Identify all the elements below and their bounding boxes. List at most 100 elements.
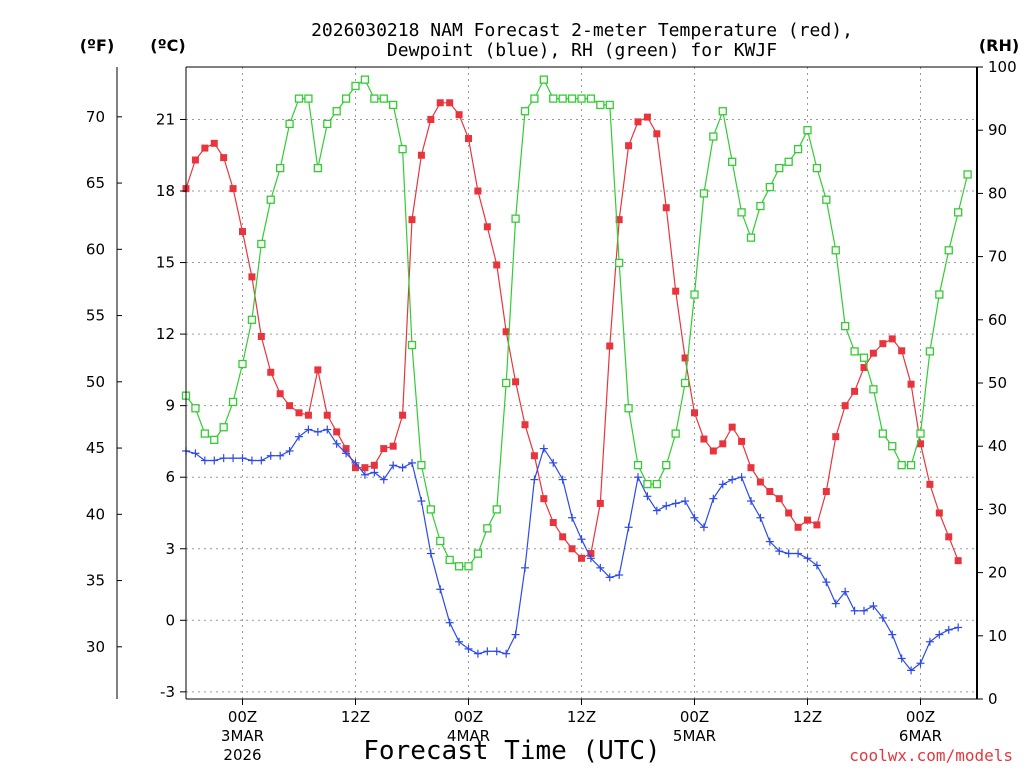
x-tick-date: 4MAR [447, 727, 490, 745]
temperature-marker [766, 488, 774, 496]
temperature-marker [841, 402, 849, 410]
rh-marker [728, 157, 737, 166]
dewpoint-marker [257, 456, 266, 465]
rh-marker [793, 145, 803, 154]
temperature-marker [229, 185, 237, 193]
dewpoint-marker [436, 585, 445, 594]
dewpoint-marker [558, 475, 567, 484]
temperature-marker [455, 111, 463, 119]
x-tick-label: 00Z [906, 708, 935, 726]
fahrenheit-tick-label: 50 [86, 373, 105, 391]
dewpoint-marker [379, 475, 388, 484]
dewpoint-marker [285, 446, 294, 455]
temperature-marker [756, 478, 764, 486]
dewpoint-marker [860, 606, 868, 615]
temperature-marker [775, 495, 783, 503]
fahrenheit-tick-label: 60 [86, 240, 105, 258]
x-tick-label: 12Z [341, 708, 370, 726]
temperature-marker [389, 442, 397, 450]
temperature-marker [549, 519, 557, 527]
rh-marker [436, 536, 445, 546]
celsius-tick-label: 6 [165, 468, 175, 486]
dewpoint-marker [822, 578, 831, 587]
dewpoint-marker [276, 451, 285, 460]
rh-marker [746, 233, 756, 242]
dewpoint-marker [238, 454, 247, 463]
x-tick-label: 00Z [454, 708, 483, 726]
dewpoint-marker [568, 513, 577, 522]
temperature-marker [276, 390, 284, 398]
temperature-marker [709, 447, 717, 455]
rh-marker [859, 353, 869, 362]
rh-marker [473, 549, 483, 558]
temperature-marker [314, 366, 322, 374]
temperature-marker [578, 554, 585, 562]
temperature-marker [210, 139, 218, 147]
temperature-marker [540, 495, 548, 503]
x-tick-label: 00Z [680, 708, 709, 726]
rh-marker [775, 163, 784, 173]
dewpoint-marker [247, 456, 256, 465]
dewpoint-marker [935, 630, 944, 639]
temperature-marker [436, 99, 444, 107]
rh-marker [511, 214, 520, 223]
rh-line [185, 78, 969, 567]
temperature-marker [521, 421, 529, 429]
dewpoint-marker [266, 451, 275, 460]
rh-marker [624, 404, 633, 413]
fahrenheit-unit-label: (ºF) [80, 36, 115, 55]
dewpoint-marker [681, 497, 690, 506]
dewpoint-marker [897, 654, 906, 663]
rh-marker [803, 126, 812, 135]
rh-tick-label: 0 [988, 690, 998, 708]
dewpoint-marker [313, 427, 322, 436]
temperature-marker [399, 411, 407, 419]
dewpoint-marker [728, 475, 737, 484]
rh-marker [850, 347, 859, 356]
rh-marker [549, 94, 558, 103]
rh-marker [238, 359, 247, 369]
x-tick-year: 2026 [223, 746, 261, 764]
rh-marker [360, 75, 370, 84]
dewpoint-marker [812, 561, 821, 570]
dewpoint-marker [219, 454, 228, 463]
temperature-marker [596, 499, 604, 507]
dewpoint-marker [323, 425, 332, 434]
temperature-marker [851, 387, 859, 395]
dewpoint-marker [530, 475, 539, 484]
dewpoint-marker [756, 513, 765, 522]
temperature-marker [342, 445, 350, 453]
dewpoint-marker [229, 454, 238, 463]
temperature-marker [446, 99, 454, 107]
dewpoint-marker [549, 458, 558, 467]
temperature-marker [804, 516, 811, 524]
rh-marker [398, 145, 407, 154]
rh-tick-label: 10 [988, 627, 1007, 645]
temperature-marker [380, 445, 388, 453]
rh-marker [492, 505, 501, 514]
dewpoint-marker [295, 432, 303, 441]
dewpoint-marker [586, 554, 595, 563]
temperature-marker [191, 156, 199, 164]
rh-marker [341, 94, 351, 103]
celsius-tick-label: 21 [156, 110, 175, 128]
rh-marker [652, 479, 661, 489]
temperature-marker [945, 533, 953, 541]
fahrenheit-tick-label: 30 [86, 638, 105, 656]
temperature-marker [295, 409, 303, 417]
temperature-marker [879, 340, 887, 348]
celsius-tick-label: 12 [156, 325, 175, 343]
temperature-marker [370, 461, 378, 469]
rh-marker [906, 461, 916, 470]
dewpoint-marker [464, 644, 473, 653]
dewpoint-marker [709, 494, 718, 503]
dewpoint-marker [426, 549, 435, 558]
rh-marker [285, 119, 294, 129]
temperature-marker [681, 354, 689, 362]
rh-unit-label: (RH) [979, 36, 1019, 55]
temperature-marker [625, 142, 633, 150]
rh-marker [304, 94, 313, 103]
rh-tick-label: 50 [988, 374, 1007, 392]
